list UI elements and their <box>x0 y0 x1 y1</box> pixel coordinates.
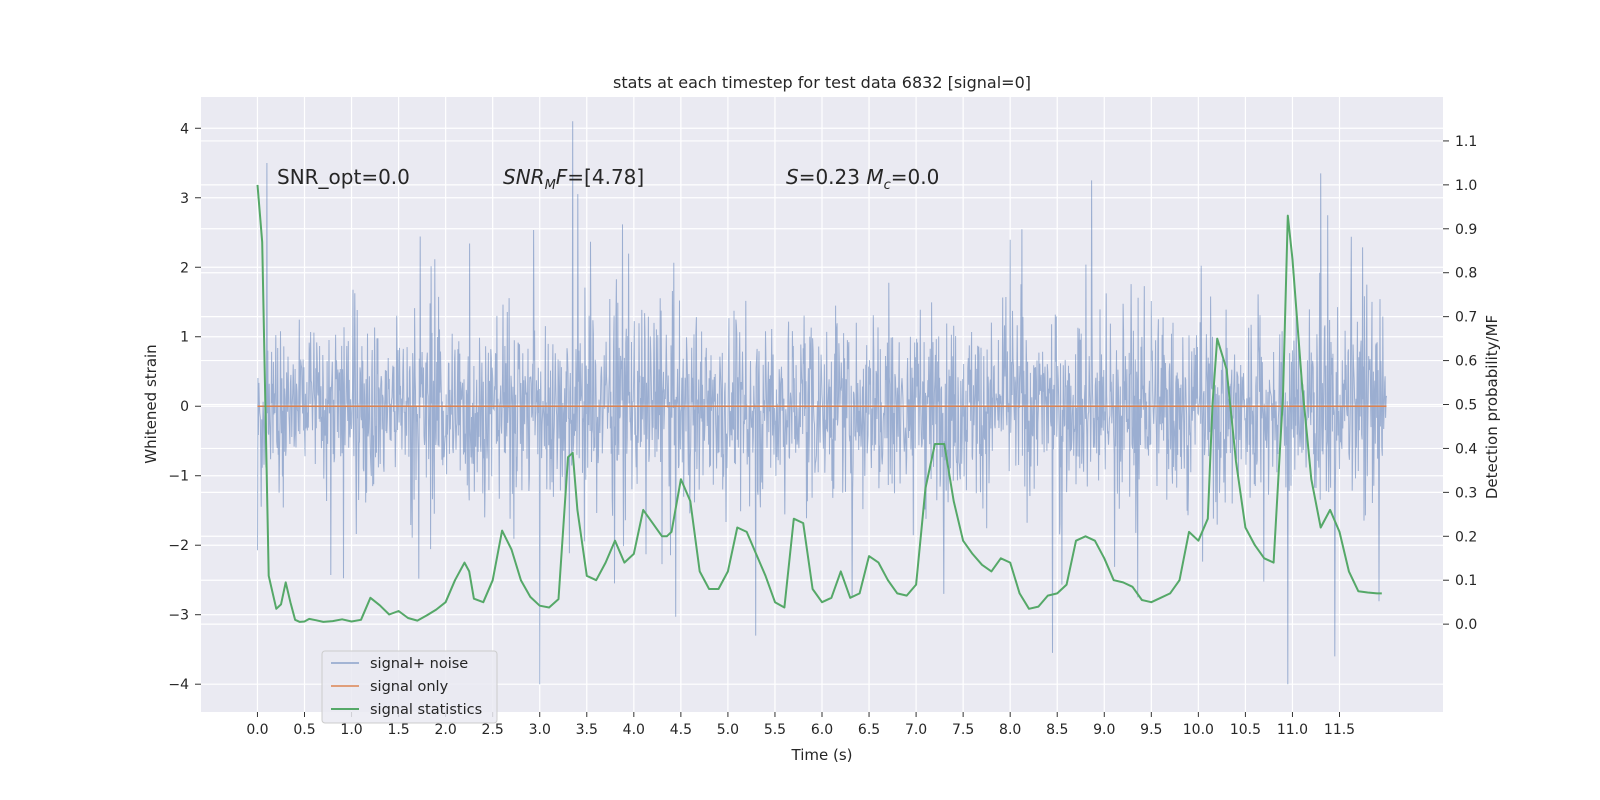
x-tick-label: 9.0 <box>1093 722 1115 738</box>
x-tick-label: 2.0 <box>435 722 457 738</box>
right-y-tick-label: 0.7 <box>1455 310 1477 326</box>
chart-title: stats at each timestep for test data 683… <box>613 73 1031 92</box>
y-tick-label: −3 <box>168 608 189 624</box>
x-tick-label: 6.0 <box>811 722 833 738</box>
legend-label-signal-only: signal only <box>370 679 449 695</box>
x-tick-label: 11.0 <box>1277 722 1308 738</box>
y-tick-label: 0 <box>180 399 189 415</box>
y-tick-label: −2 <box>168 538 189 554</box>
x-tick-label: 9.5 <box>1140 722 1162 738</box>
legend-label-signal-statistics: signal statistics <box>370 702 482 718</box>
signal-statistics-line <box>256 184 1382 623</box>
legend-label-signal-noise: signal+ noise <box>370 656 468 672</box>
right-y-tick-label: 0.4 <box>1455 441 1477 457</box>
right-y-axis-label: Detection probability/MF <box>1483 315 1501 499</box>
annotation-snr-mf: SNRMF=[4.78] <box>503 165 644 193</box>
x-tick-label: 7.5 <box>952 722 974 738</box>
x-tick-label: 2.5 <box>482 722 504 738</box>
ticks: 0.0 0.5 1.0 1.5 2.0 2.5 3.0 3.5 4.0 4.5 5.0 5.5 6.0 6… <box>168 121 1477 738</box>
x-axis-label: Time (s) <box>791 746 853 764</box>
y-tick-label: 1 <box>180 330 189 346</box>
y-tick-label: 4 <box>180 121 189 137</box>
x-tick-label: 3.0 <box>529 722 551 738</box>
signal-noise-line <box>257 121 1387 685</box>
x-tick-label: 10.0 <box>1183 722 1214 738</box>
y-tick-label: 3 <box>180 191 189 207</box>
right-y-tick-label: 0.6 <box>1455 354 1477 370</box>
x-tick-label: 5.5 <box>764 722 786 738</box>
right-y-tick-label: 1.1 <box>1455 134 1477 150</box>
x-tick-label: 8.5 <box>1046 722 1068 738</box>
x-tick-label: 3.5 <box>576 722 598 738</box>
right-y-tick-label: 0.9 <box>1455 222 1477 238</box>
right-y-tick-label: 0.8 <box>1455 266 1477 282</box>
right-y-tick-label: 0.5 <box>1455 398 1477 414</box>
x-tick-label: 0.5 <box>293 722 315 738</box>
legend-box <box>321 650 498 724</box>
y-tick-label: −4 <box>168 677 189 693</box>
series-layer <box>256 121 1387 685</box>
x-tick-label: 11.5 <box>1324 722 1355 738</box>
x-tick-label: 1.5 <box>387 722 409 738</box>
y-tick-label: −1 <box>168 469 189 485</box>
x-tick-label: 8.0 <box>999 722 1021 738</box>
annotation-s-mc: S=0.23 Mc=0.0 <box>786 165 939 193</box>
x-tick-label: 7.0 <box>905 722 927 738</box>
x-tick-label: 4.0 <box>623 722 645 738</box>
x-tick-label: 4.5 <box>670 722 692 738</box>
x-tick-label: 1.0 <box>340 722 362 738</box>
x-tick-label: 10.5 <box>1230 722 1261 738</box>
right-y-tick-label: 0.2 <box>1455 529 1477 545</box>
y-tick-label: 2 <box>180 260 189 276</box>
annotation-snr-opt: SNR_opt=0.0 <box>277 165 410 189</box>
right-y-tick-label: 0.0 <box>1455 617 1477 633</box>
y-axis-label: Whitened strain <box>142 344 160 463</box>
x-tick-label: 6.5 <box>858 722 880 738</box>
x-tick-label: 0.0 <box>246 722 268 738</box>
right-y-tick-label: 0.1 <box>1455 573 1477 589</box>
x-tick-label: 5.0 <box>717 722 739 738</box>
right-y-tick-label: 0.3 <box>1455 485 1477 501</box>
legend: signal+ noise signal only signal statist… <box>321 650 498 724</box>
right-y-tick-label: 1.0 <box>1455 178 1477 194</box>
